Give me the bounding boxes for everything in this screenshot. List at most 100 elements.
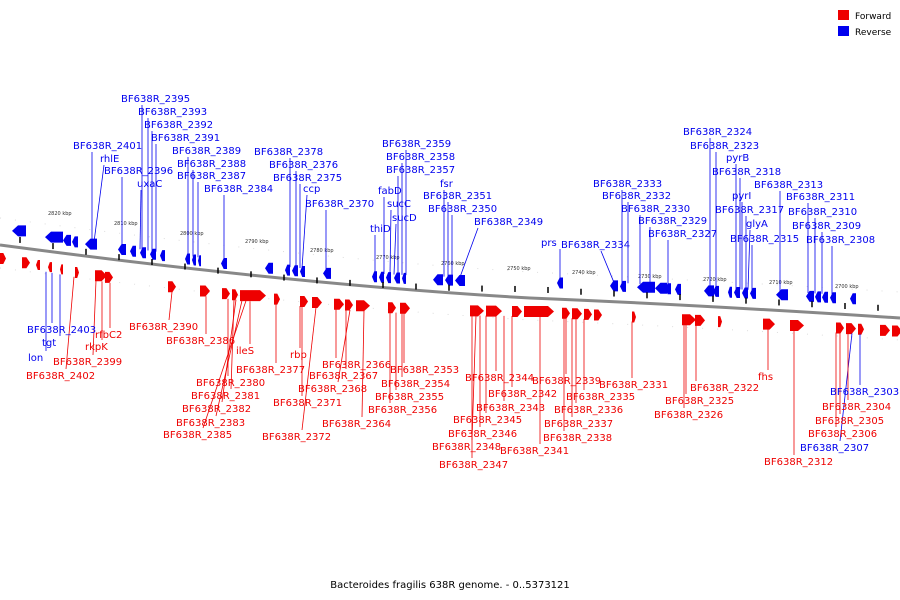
reverse-gene-label[interactable]: glyA bbox=[746, 219, 768, 230]
forward-gene-arrow[interactable] bbox=[524, 305, 554, 317]
forward-gene-arrow[interactable] bbox=[594, 309, 602, 321]
reverse-gene-label[interactable]: rhlE bbox=[100, 154, 119, 165]
forward-gene-arrow[interactable] bbox=[312, 297, 322, 309]
forward-gene-label[interactable]: BF638R_2326 bbox=[654, 410, 723, 421]
reverse-gene-label[interactable]: BF638R_2303 bbox=[830, 387, 899, 398]
reverse-gene-arrow[interactable] bbox=[655, 282, 667, 294]
forward-gene-label[interactable]: BF638R_2339 bbox=[532, 376, 601, 387]
forward-gene-label[interactable]: BF638R_2382 bbox=[182, 404, 251, 415]
reverse-gene-arrow[interactable] bbox=[45, 231, 63, 243]
reverse-gene-arrow[interactable] bbox=[198, 255, 201, 267]
reverse-gene-arrow[interactable] bbox=[372, 271, 377, 283]
reverse-gene-label[interactable]: BF638R_2396 bbox=[104, 166, 173, 177]
reverse-gene-label[interactable]: tgt bbox=[42, 338, 56, 349]
reverse-gene-label[interactable]: BF638R_2349 bbox=[474, 217, 543, 228]
reverse-gene-label[interactable]: BF638R_2318 bbox=[712, 167, 781, 178]
forward-gene-label[interactable]: BF638R_2336 bbox=[554, 405, 623, 416]
forward-gene-arrow[interactable] bbox=[274, 293, 280, 305]
reverse-gene-label[interactable]: uxaC bbox=[137, 179, 162, 190]
forward-gene-arrow[interactable] bbox=[0, 253, 6, 264]
reverse-gene-arrow[interactable] bbox=[610, 280, 618, 292]
reverse-gene-arrow[interactable] bbox=[300, 266, 305, 278]
forward-gene-arrow[interactable] bbox=[95, 270, 107, 282]
forward-gene-arrow[interactable] bbox=[562, 307, 570, 319]
forward-gene-label[interactable]: BF638R_2356 bbox=[368, 405, 437, 416]
reverse-gene-label[interactable]: BF638R_2378 bbox=[254, 147, 323, 158]
reverse-gene-arrow[interactable] bbox=[402, 272, 406, 284]
forward-gene-arrow[interactable] bbox=[240, 290, 266, 302]
forward-gene-arrow[interactable] bbox=[75, 266, 79, 278]
forward-gene-arrow[interactable] bbox=[345, 299, 353, 311]
forward-gene-arrow[interactable] bbox=[858, 323, 864, 335]
reverse-gene-arrow[interactable] bbox=[63, 234, 71, 246]
reverse-gene-label[interactable]: BF638R_2334 bbox=[561, 240, 630, 251]
reverse-gene-label[interactable]: BF638R_2323 bbox=[690, 141, 759, 152]
reverse-gene-arrow[interactable] bbox=[728, 286, 732, 298]
reverse-gene-label[interactable]: BF638R_2375 bbox=[273, 173, 342, 184]
reverse-gene-label[interactable]: pyrB bbox=[726, 153, 749, 164]
forward-gene-label[interactable]: BF638R_2346 bbox=[448, 429, 517, 440]
reverse-gene-arrow[interactable] bbox=[185, 253, 190, 265]
forward-gene-arrow[interactable] bbox=[718, 316, 722, 328]
forward-gene-label[interactable]: BF638R_2344 bbox=[465, 373, 534, 384]
forward-gene-label[interactable]: BF638R_2367 bbox=[309, 371, 378, 382]
reverse-gene-label[interactable]: BF638R_2370 bbox=[305, 199, 374, 210]
reverse-gene-arrow[interactable] bbox=[130, 245, 136, 257]
reverse-gene-arrow[interactable] bbox=[557, 277, 563, 289]
reverse-gene-arrow[interactable] bbox=[815, 291, 821, 303]
forward-gene-label[interactable]: BF638R_2366 bbox=[322, 360, 391, 371]
forward-gene-label[interactable]: BF638R_2304 bbox=[822, 402, 891, 413]
reverse-gene-label[interactable]: BF638R_2330 bbox=[621, 204, 690, 215]
forward-gene-arrow[interactable] bbox=[632, 311, 636, 323]
reverse-gene-arrow[interactable] bbox=[150, 248, 156, 260]
reverse-gene-label[interactable]: ccp bbox=[303, 184, 320, 195]
forward-gene-arrow[interactable] bbox=[400, 302, 410, 314]
reverse-gene-label[interactable]: BF638R_2308 bbox=[806, 235, 875, 246]
forward-gene-label[interactable]: BF638R_2312 bbox=[764, 457, 833, 468]
reverse-gene-arrow[interactable] bbox=[60, 264, 63, 275]
reverse-gene-arrow[interactable] bbox=[850, 293, 856, 305]
forward-gene-label[interactable]: BF638R_2390 bbox=[129, 322, 198, 333]
reverse-gene-label[interactable]: BF638R_2329 bbox=[638, 216, 707, 227]
reverse-gene-label[interactable]: BF638R_2387 bbox=[177, 171, 246, 182]
reverse-gene-label[interactable]: BF638R_2311 bbox=[786, 192, 855, 203]
reverse-gene-arrow[interactable] bbox=[48, 262, 52, 273]
forward-gene-label[interactable]: BF638R_2353 bbox=[390, 365, 459, 376]
forward-gene-arrow[interactable] bbox=[300, 296, 308, 308]
reverse-gene-arrow[interactable] bbox=[704, 285, 714, 297]
reverse-gene-arrow[interactable] bbox=[160, 250, 165, 262]
forward-gene-arrow[interactable] bbox=[892, 325, 900, 337]
forward-gene-arrow[interactable] bbox=[334, 298, 344, 310]
reverse-gene-label[interactable]: lon bbox=[28, 353, 43, 364]
forward-gene-arrow[interactable] bbox=[846, 323, 856, 335]
reverse-gene-label[interactable]: BF638R_2327 bbox=[648, 229, 717, 240]
forward-gene-arrow[interactable] bbox=[200, 285, 210, 297]
forward-gene-label[interactable]: BF638R_2338 bbox=[543, 433, 612, 444]
reverse-gene-arrow[interactable] bbox=[675, 283, 681, 295]
forward-gene-label[interactable]: BF638R_2381 bbox=[191, 391, 260, 402]
reverse-gene-label[interactable]: BF638R_2350 bbox=[428, 204, 497, 215]
forward-gene-label[interactable]: BF638R_2385 bbox=[163, 430, 232, 441]
reverse-gene-arrow[interactable] bbox=[445, 274, 453, 286]
reverse-gene-arrow[interactable] bbox=[292, 265, 298, 277]
forward-gene-label[interactable]: BF638R_2337 bbox=[544, 419, 613, 430]
forward-gene-arrow[interactable] bbox=[168, 281, 176, 293]
forward-gene-label[interactable]: BF638R_2341 bbox=[500, 446, 569, 457]
forward-gene-label[interactable]: BF638R_2377 bbox=[236, 365, 305, 376]
reverse-gene-label[interactable]: BF638R_2388 bbox=[177, 159, 246, 170]
reverse-gene-arrow[interactable] bbox=[140, 247, 146, 259]
reverse-gene-label[interactable]: fabD bbox=[378, 186, 402, 197]
reverse-gene-label[interactable]: BF638R_2395 bbox=[121, 94, 190, 105]
forward-gene-arrow[interactable] bbox=[356, 300, 370, 312]
forward-gene-arrow[interactable] bbox=[512, 305, 522, 317]
forward-gene-label[interactable]: BF638R_2372 bbox=[262, 432, 331, 443]
reverse-gene-label[interactable]: BF638R_2307 bbox=[800, 443, 869, 454]
reverse-gene-arrow[interactable] bbox=[221, 257, 227, 269]
reverse-gene-label[interactable]: thiD bbox=[370, 224, 391, 235]
reverse-gene-label[interactable]: BF638R_2313 bbox=[754, 180, 823, 191]
reverse-gene-label[interactable]: BF638R_2376 bbox=[269, 160, 338, 171]
forward-gene-arrow[interactable] bbox=[470, 305, 484, 317]
reverse-gene-label[interactable]: BF638R_2359 bbox=[382, 139, 451, 150]
forward-gene-arrow[interactable] bbox=[388, 302, 396, 314]
reverse-gene-arrow[interactable] bbox=[394, 272, 400, 284]
